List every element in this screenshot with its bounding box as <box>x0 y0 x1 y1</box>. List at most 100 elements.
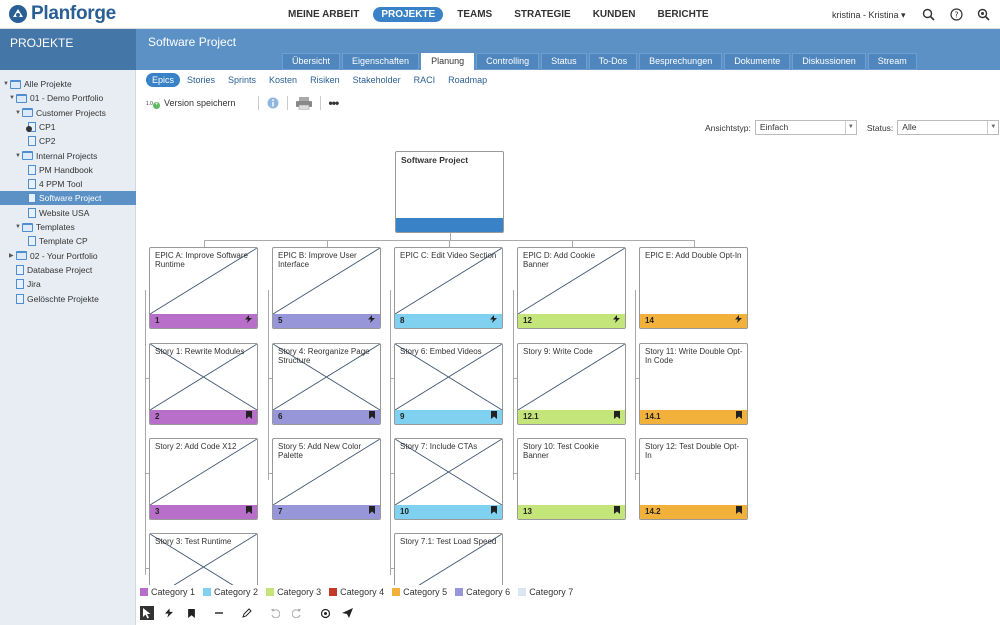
tree-item[interactable]: CP2 <box>0 134 56 148</box>
tree-item[interactable]: PM Handbook <box>0 163 93 177</box>
tree-toggle-icon[interactable]: ▼ <box>15 224 21 230</box>
connector-line <box>390 290 391 575</box>
story-card[interactable]: EPIC D: Add Cookie Banner 12 <box>517 247 626 329</box>
tree-item[interactable]: Software Project <box>0 191 136 206</box>
bolt-icon[interactable] <box>162 606 176 620</box>
tree-item[interactable]: Template CP <box>0 234 88 248</box>
tab-status[interactable]: Status <box>541 53 587 70</box>
tree-toggle-icon[interactable]: ▼ <box>9 95 15 102</box>
tree-item[interactable]: Gelöschte Projekte <box>0 292 99 306</box>
bookmark-icon[interactable] <box>184 606 198 620</box>
print-icon[interactable] <box>295 96 312 110</box>
subnav-stories[interactable]: Stories <box>187 75 216 85</box>
story-card[interactable]: EPIC A: Improve Software Runtime 1 <box>149 247 258 329</box>
tab-to-dos[interactable]: To-Dos <box>588 53 638 70</box>
settings-search-icon[interactable] <box>977 8 990 21</box>
card-id: 14.2 <box>645 507 661 516</box>
main-nav-berichte[interactable]: BERICHTE <box>657 9 709 20</box>
story-card[interactable]: Story 12: Test Double Opt-In 14.2 <box>639 438 748 520</box>
tab-eigenschaften[interactable]: Eigenschaften <box>342 53 420 70</box>
tree-toggle-icon[interactable]: ▼ <box>15 109 21 116</box>
tab-übersicht[interactable]: Übersicht <box>282 53 341 70</box>
story-card[interactable]: EPIC C: Edit Video Section 8 <box>394 247 503 329</box>
main-nav-kunden[interactable]: KUNDEN <box>592 9 636 20</box>
story-card[interactable]: Story 1: Rewrite Modules 2 <box>149 343 258 425</box>
story-card[interactable]: Story 10: Test Cookie Banner 13 <box>517 438 626 520</box>
bolt-icon <box>735 314 742 328</box>
story-card[interactable]: Story 7: Include CTAs 10 <box>394 438 503 520</box>
minus-icon[interactable] <box>212 606 226 620</box>
legend-swatch <box>203 588 212 596</box>
subnav-epics[interactable]: Epics <box>146 73 181 87</box>
main-nav-projekte[interactable]: PROJEKTE <box>373 7 444 22</box>
undo-icon[interactable] <box>268 606 282 620</box>
main-nav-meine-arbeit[interactable]: MEINE ARBEIT <box>288 9 360 20</box>
subnav-stakeholder[interactable]: Stakeholder <box>352 75 401 85</box>
subnav-risiken[interactable]: Risiken <box>310 75 340 85</box>
story-card[interactable]: EPIC B: Improve User Interface 5 <box>272 247 381 329</box>
version-save-icon[interactable]: 1.0 + <box>146 101 160 109</box>
more-options-icon[interactable]: ••• <box>328 96 340 110</box>
legend-item: Category 6 <box>455 587 510 597</box>
tab-besprechungen[interactable]: Besprechungen <box>639 53 723 70</box>
tree-toggle-icon[interactable]: ▼ <box>3 81 9 87</box>
main-nav-strategie[interactable]: STRATEGIE <box>514 9 571 20</box>
subnav-raci[interactable]: RACI <box>413 75 436 85</box>
pencil-icon[interactable] <box>240 606 254 620</box>
story-card[interactable]: Story 11: Write Double Opt-In Code 14.1 <box>639 343 748 425</box>
tree-item[interactable]: 4 PPM Tool <box>0 177 82 191</box>
subnav-kosten[interactable]: Kosten <box>269 75 298 85</box>
tree-item-label: Gelöschte Projekte <box>27 293 99 304</box>
tab-stream[interactable]: Stream <box>867 53 917 70</box>
card-id: 12 <box>523 316 532 325</box>
tree-toggle-icon[interactable]: ▼ <box>15 152 21 159</box>
tab-controlling[interactable]: Controlling <box>476 53 540 70</box>
tree-item[interactable]: ▼ Alle Projekte <box>0 77 72 91</box>
story-card[interactable]: Story 6: Embed Videos 9 <box>394 343 503 425</box>
tree-item[interactable]: ▶ 02 - Your Portfolio <box>0 249 98 263</box>
tree-toggle-icon[interactable]: ▶ <box>9 253 14 260</box>
story-card[interactable]: Story 4: Reorganize Page Structure 6 <box>272 343 381 425</box>
save-version-button[interactable]: Version speichern <box>164 98 236 108</box>
help-icon[interactable]: ? <box>950 8 963 21</box>
story-card[interactable]: Story 9: Write Code 12.1 <box>517 343 626 425</box>
subnav-sprints[interactable]: Sprints <box>228 75 257 85</box>
story-card[interactable]: Story 5: Add New Color Palette 7 <box>272 438 381 520</box>
info-icon[interactable] <box>267 97 279 109</box>
user-menu[interactable]: kristina - Kristina ▾ <box>832 10 906 20</box>
story-card[interactable]: Story 7.1: Test Load Speed <box>394 533 503 585</box>
status-select[interactable]: Alle ▼ <box>897 120 1000 135</box>
main-nav-teams[interactable]: TEAMS <box>457 9 493 20</box>
redo-icon[interactable] <box>290 606 304 620</box>
logo[interactable]: Planforge <box>8 3 116 25</box>
legend-swatch <box>455 588 464 596</box>
search-icon[interactable] <box>922 8 935 21</box>
bookmark-icon <box>246 505 252 519</box>
tree-item[interactable]: ▼ 01 - Demo Portfolio <box>0 91 103 105</box>
card-category-bar: 13 <box>518 505 625 519</box>
tree-item[interactable]: Jira <box>0 277 41 291</box>
view-type-select[interactable]: Einfach ▼ <box>754 120 857 135</box>
pointer-icon[interactable] <box>140 606 154 620</box>
send-icon[interactable] <box>340 606 354 620</box>
connector-line <box>268 473 272 474</box>
tree-item[interactable]: Database Project <box>0 263 92 277</box>
svg-text:?: ? <box>954 11 958 20</box>
story-card[interactable]: EPIC E: Add Double Opt-In 14 <box>639 247 748 329</box>
root-project-card[interactable]: Software Project <box>395 151 504 233</box>
connector-line <box>448 240 450 247</box>
card-category-bar: 6 <box>273 410 380 424</box>
tab-planung[interactable]: Planung <box>421 53 475 70</box>
tree-item[interactable]: ▼ Customer Projects <box>0 106 106 120</box>
tree-item[interactable]: CP1 <box>0 120 56 134</box>
connector-line <box>635 473 639 474</box>
story-card[interactable]: Story 3: Test Runtime <box>149 533 258 585</box>
subnav-roadmap[interactable]: Roadmap <box>448 75 488 85</box>
tree-item[interactable]: ▼ Internal Projects <box>0 149 97 163</box>
tree-item[interactable]: ▼ Templates <box>0 220 75 234</box>
tab-diskussionen[interactable]: Diskussionen <box>792 53 866 70</box>
tab-dokumente[interactable]: Dokumente <box>724 53 791 70</box>
tree-item[interactable]: Website USA <box>0 206 89 220</box>
story-card[interactable]: Story 2: Add Code X12 3 <box>149 438 258 520</box>
refresh-icon[interactable] <box>318 606 332 620</box>
